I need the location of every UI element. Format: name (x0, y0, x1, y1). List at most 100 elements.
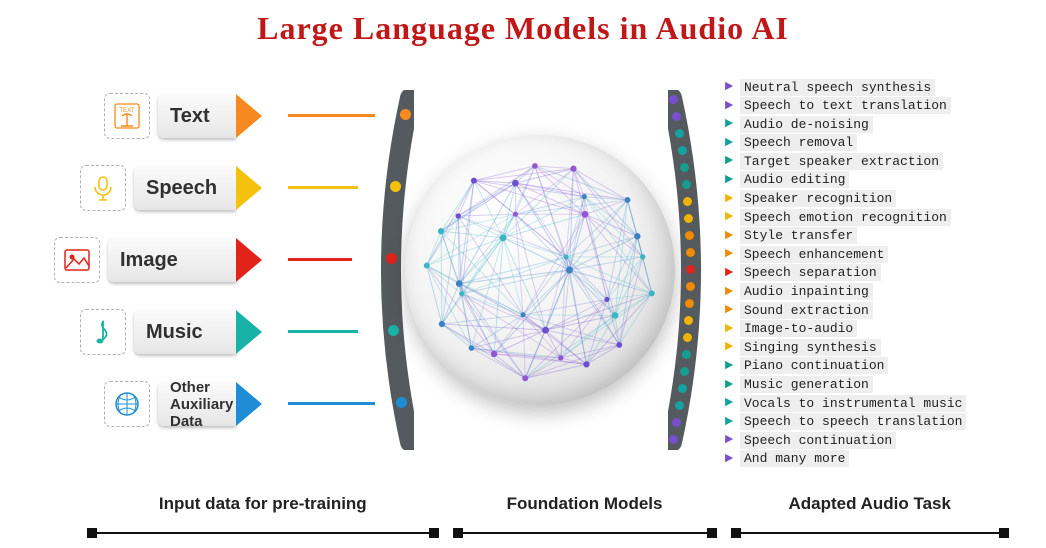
task-arrow-icon: ► (718, 265, 740, 281)
task-row: ►Speech to text translation (718, 97, 1038, 115)
mic-icon (80, 165, 126, 211)
input-connector (288, 330, 358, 333)
task-arrow-icon: ► (718, 302, 740, 318)
task-arrow-icon: ► (718, 414, 740, 430)
task-row: ►Speech to speech translation (718, 413, 1038, 431)
task-label: Speech separation (740, 264, 881, 281)
input-arrow (236, 94, 262, 138)
task-label: Speech continuation (740, 432, 896, 449)
text-icon: TEXT (104, 93, 150, 139)
svg-text:TEXT: TEXT (119, 108, 135, 114)
axis-line (88, 532, 438, 534)
task-arrow-icon: ► (718, 98, 740, 114)
task-row: ►Speech removal (718, 134, 1038, 152)
music-icon (80, 309, 126, 355)
axis-seg-input: Input data for pre-training (80, 494, 446, 534)
task-label: Target speaker extraction (740, 153, 943, 170)
task-label: Piano continuation (740, 357, 888, 374)
input-arrow (236, 238, 262, 282)
task-row: ►Audio de-noising (718, 115, 1038, 133)
task-row: ►Neutral speech synthesis (718, 78, 1038, 96)
task-arrow-icon: ► (718, 228, 740, 244)
task-arrow-icon: ► (718, 191, 740, 207)
task-label: Speech to speech translation (740, 413, 966, 430)
input-pill-speech: Speech (80, 164, 262, 212)
input-label: Music (134, 310, 236, 354)
input-arrow (236, 166, 262, 210)
task-arrow-icon: ► (718, 358, 740, 374)
task-arrow-icon: ► (718, 153, 740, 169)
task-arrow-icon: ► (718, 377, 740, 393)
task-list: ►Neutral speech synthesis►Speech to text… (718, 78, 1038, 468)
task-label: Music generation (740, 376, 873, 393)
task-row: ►Speech continuation (718, 431, 1038, 449)
task-row: ►Singing synthesis (718, 338, 1038, 356)
arc-dot (678, 384, 687, 393)
input-connector (288, 186, 358, 189)
task-row: ►Audio inpainting (718, 283, 1038, 301)
arc-dot (678, 146, 687, 155)
task-row: ►Image-to-audio (718, 320, 1038, 338)
arc-dot (686, 282, 695, 291)
input-pill-text: TEXT Text (104, 92, 262, 140)
task-label: Style transfer (740, 227, 857, 244)
sphere-network (405, 135, 675, 405)
input-label: Image (108, 238, 236, 282)
input-connector (288, 402, 375, 405)
task-row: ►Audio editing (718, 171, 1038, 189)
axis-label: Input data for pre-training (159, 494, 367, 513)
image-icon (54, 237, 100, 283)
arc-dot (686, 265, 695, 274)
axis-seg-foundation: Foundation Models (446, 494, 724, 534)
task-label: Neutral speech synthesis (740, 79, 935, 96)
task-row: ►Speaker recognition (718, 190, 1038, 208)
axis-label: Foundation Models (507, 494, 663, 513)
input-pill-music: Music (80, 308, 262, 356)
task-arrow-icon: ► (718, 116, 740, 132)
task-arrow-icon: ► (718, 79, 740, 95)
task-label: Speech emotion recognition (740, 209, 951, 226)
foundation-sphere (400, 90, 680, 450)
task-row: ►Speech enhancement (718, 245, 1038, 263)
task-label: Vocals to instrumental music (740, 395, 966, 412)
arc-dot (680, 367, 689, 376)
task-label: Audio de-noising (740, 116, 873, 133)
task-row: ►Piano continuation (718, 357, 1038, 375)
arc-dot (680, 163, 689, 172)
task-label: Audio inpainting (740, 283, 873, 300)
input-pill-other-auxiliary-data: Other Auxiliary Data (104, 380, 262, 428)
task-row: ►Style transfer (718, 227, 1038, 245)
task-label: Singing synthesis (740, 339, 881, 356)
input-label: Speech (134, 166, 236, 210)
input-label: Other Auxiliary Data (158, 382, 236, 426)
arc-dot (682, 180, 691, 189)
task-arrow-icon: ► (718, 451, 740, 467)
task-label: Speech removal (740, 134, 857, 151)
task-label: Audio editing (740, 171, 849, 188)
task-row: ►And many more (718, 450, 1038, 468)
diagram-canvas: TEXT Text Speech Image Music Other Auxiliary … (0, 60, 1046, 490)
task-label: Speech to text translation (740, 97, 951, 114)
axis-seg-task: Adapted Audio Task (724, 494, 1017, 534)
task-arrow-icon: ► (718, 395, 740, 411)
axis-line (732, 532, 1009, 534)
task-arrow-icon: ► (718, 135, 740, 151)
arc-dot (669, 95, 678, 104)
input-arrow (236, 382, 262, 426)
input-connector (288, 258, 352, 261)
task-arrow-icon: ► (718, 172, 740, 188)
task-row: ►Speech emotion recognition (718, 208, 1038, 226)
task-row: ►Target speaker extraction (718, 152, 1038, 170)
task-label: Speaker recognition (740, 190, 896, 207)
task-label: Sound extraction (740, 302, 873, 319)
input-label: Text (158, 94, 236, 138)
page-title: Large Language Models in Audio AI (0, 0, 1046, 47)
arc-dot (682, 350, 691, 359)
input-pill-image: Image (54, 236, 262, 284)
task-row: ►Vocals to instrumental music (718, 394, 1038, 412)
input-arrow (236, 310, 262, 354)
task-label: Image-to-audio (740, 320, 857, 337)
bottom-axis: Input data for pre-training Foundation M… (80, 494, 1016, 534)
input-connector (288, 114, 375, 117)
task-arrow-icon: ► (718, 321, 740, 337)
